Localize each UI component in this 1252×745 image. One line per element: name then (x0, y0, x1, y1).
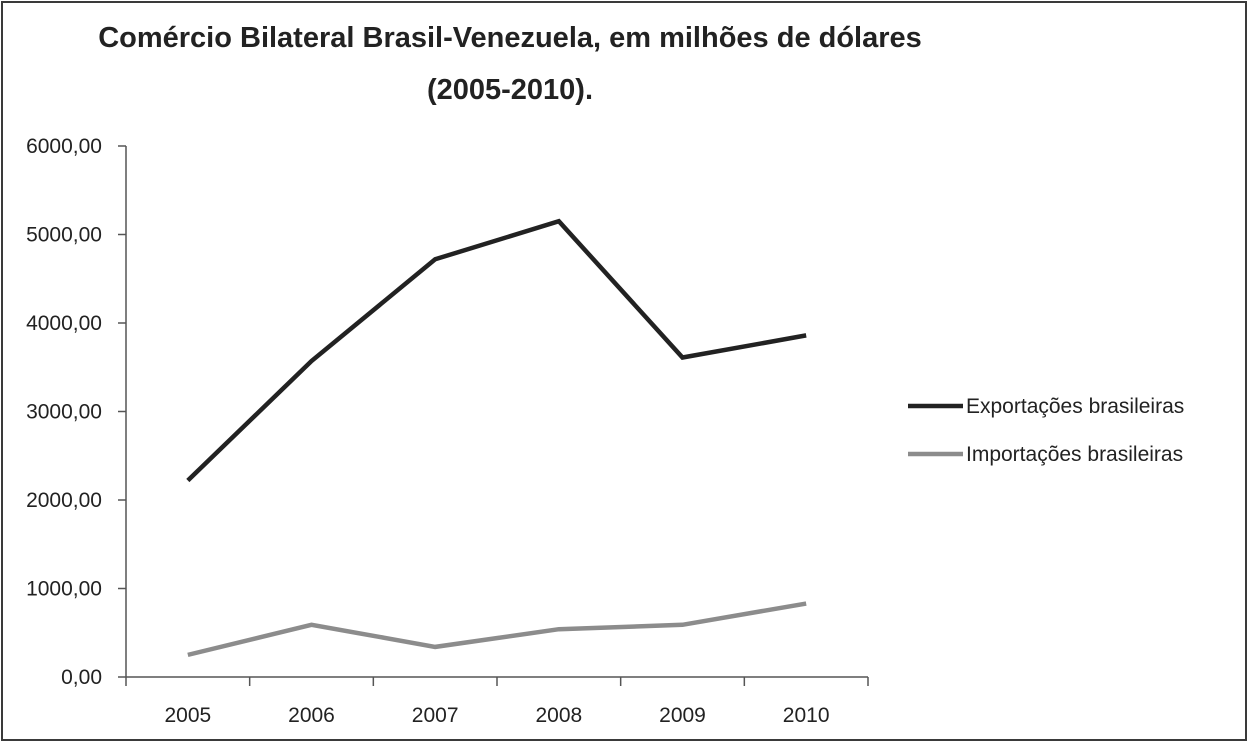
y-tick-label: 3000,00 (26, 401, 102, 424)
y-tick-label: 4000,00 (26, 312, 102, 335)
x-tick-label: 2006 (288, 704, 335, 727)
y-tick-label: 0,00 (61, 666, 102, 689)
y-tick-label: 2000,00 (26, 489, 102, 512)
chart-subtitle: (2005-2010). (426, 74, 594, 106)
chart-title: Comércio Bilateral Brasil-Venezuela, em … (98, 22, 922, 54)
legend-label: Exportações brasileiras (966, 395, 1184, 418)
x-tick-label: 2007 (412, 704, 459, 727)
series-line-importacoes (187, 601, 807, 658)
legend-label: Importações brasileiras (966, 443, 1183, 466)
y-tick-label: 1000,00 (26, 578, 102, 601)
x-tick-label: 2009 (659, 704, 706, 727)
x-tick-label: 2010 (783, 704, 830, 727)
y-tick-label: 6000,00 (26, 135, 102, 158)
series-line-exportacoes (186, 218, 807, 483)
x-tick-label: 2008 (535, 704, 582, 727)
x-tick-label: 2005 (164, 704, 211, 727)
y-tick-label: 5000,00 (26, 224, 102, 247)
